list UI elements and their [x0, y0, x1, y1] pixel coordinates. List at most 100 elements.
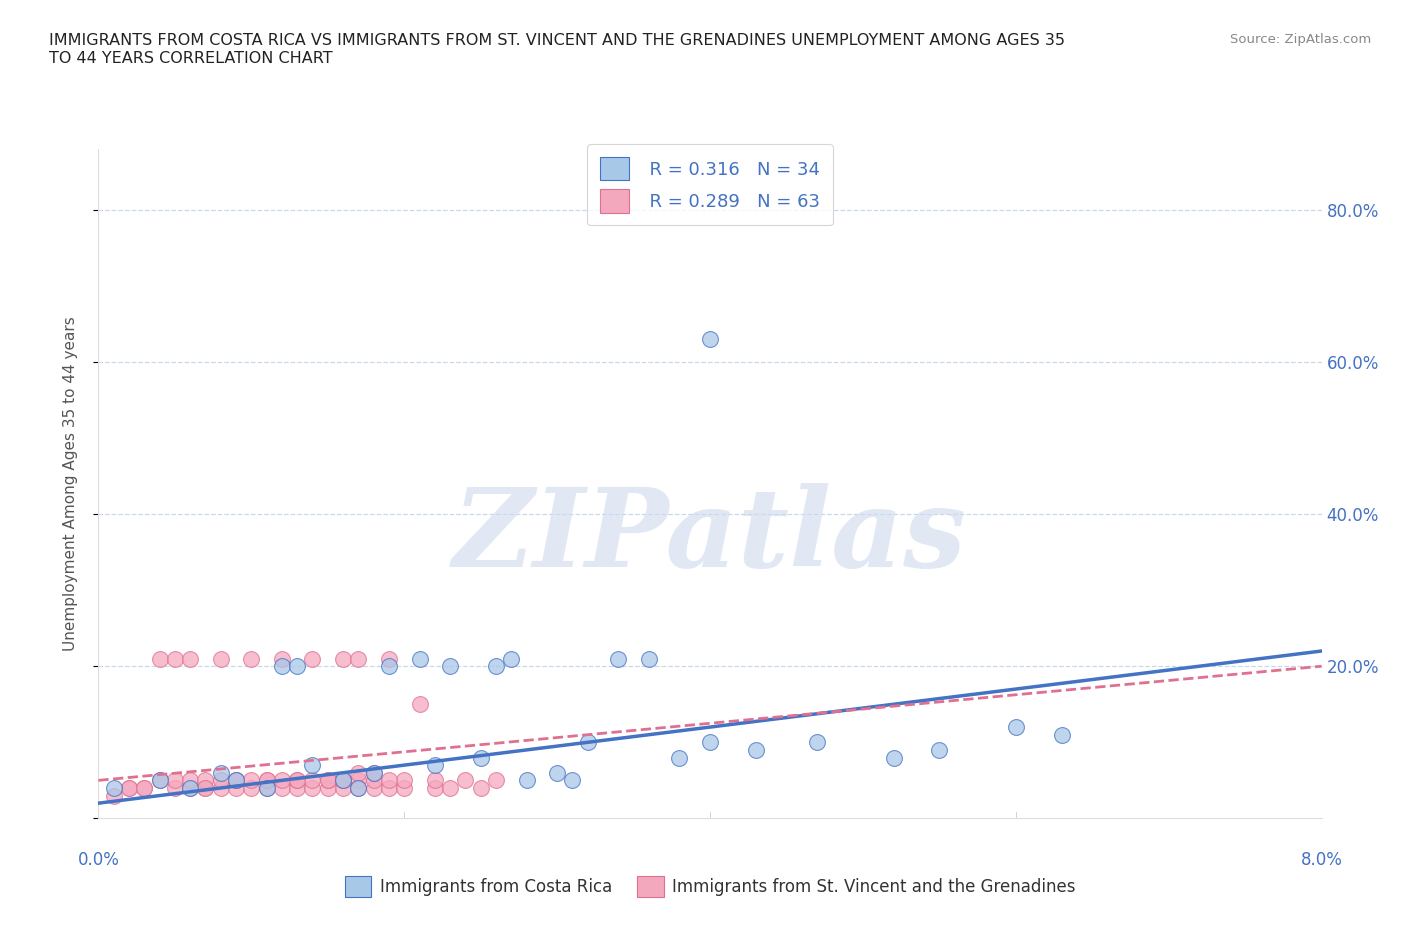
Point: [806, 735, 828, 750]
Point: [179, 780, 201, 795]
Point: [1004, 720, 1026, 735]
Point: [149, 773, 172, 788]
Point: [501, 651, 523, 666]
Point: [439, 658, 461, 673]
Point: [225, 773, 247, 788]
Point: [363, 773, 385, 788]
Point: [316, 773, 339, 788]
Point: [256, 773, 278, 788]
Point: [363, 765, 385, 780]
Point: [103, 780, 125, 795]
Point: [179, 651, 201, 666]
Point: [332, 773, 354, 788]
Point: [332, 651, 354, 666]
Point: [347, 651, 370, 666]
Point: [209, 773, 232, 788]
Point: [316, 773, 339, 788]
Text: ZIPatlas: ZIPatlas: [453, 484, 967, 591]
Point: [332, 773, 354, 788]
Text: Source: ZipAtlas.com: Source: ZipAtlas.com: [1230, 33, 1371, 46]
Point: [745, 742, 768, 757]
Point: [194, 780, 217, 795]
Point: [439, 780, 461, 795]
Point: [408, 697, 430, 711]
Point: [883, 751, 905, 765]
Point: [301, 758, 323, 773]
Point: [699, 332, 721, 347]
Point: [454, 773, 477, 788]
Point: [270, 773, 294, 788]
Y-axis label: Unemployment Among Ages 35 to 44 years: Unemployment Among Ages 35 to 44 years: [63, 316, 77, 651]
Point: [301, 780, 323, 795]
Point: [378, 658, 401, 673]
Point: [149, 651, 172, 666]
Point: [470, 780, 492, 795]
Point: [423, 758, 446, 773]
Point: [285, 773, 308, 788]
Point: [225, 780, 247, 795]
Point: [408, 651, 430, 666]
Point: [607, 651, 630, 666]
Point: [316, 780, 339, 795]
Point: [392, 773, 416, 788]
Point: [363, 765, 385, 780]
Point: [637, 651, 661, 666]
Point: [285, 773, 308, 788]
Point: [332, 780, 354, 795]
Text: 8.0%: 8.0%: [1301, 851, 1343, 870]
Point: [285, 658, 308, 673]
Legend: Immigrants from Costa Rica, Immigrants from St. Vincent and the Grenadines: Immigrants from Costa Rica, Immigrants f…: [337, 869, 1083, 904]
Point: [485, 773, 508, 788]
Point: [194, 773, 217, 788]
Point: [378, 780, 401, 795]
Text: IMMIGRANTS FROM COSTA RICA VS IMMIGRANTS FROM ST. VINCENT AND THE GRENADINES UNE: IMMIGRANTS FROM COSTA RICA VS IMMIGRANTS…: [49, 33, 1066, 47]
Point: [118, 780, 141, 795]
Point: [134, 780, 156, 795]
Point: [270, 651, 294, 666]
Point: [103, 788, 125, 803]
Point: [163, 780, 186, 795]
Point: [668, 751, 690, 765]
Point: [209, 780, 232, 795]
Point: [209, 765, 232, 780]
Point: [485, 658, 508, 673]
Point: [546, 765, 568, 780]
Point: [270, 780, 294, 795]
Point: [285, 780, 308, 795]
Point: [470, 751, 492, 765]
Point: [332, 773, 354, 788]
Text: TO 44 YEARS CORRELATION CHART: TO 44 YEARS CORRELATION CHART: [49, 51, 333, 66]
Point: [149, 773, 172, 788]
Point: [240, 773, 263, 788]
Point: [163, 773, 186, 788]
Point: [928, 742, 950, 757]
Point: [209, 651, 232, 666]
Point: [256, 780, 278, 795]
Point: [392, 780, 416, 795]
Point: [423, 773, 446, 788]
Point: [347, 780, 370, 795]
Point: [378, 773, 401, 788]
Point: [699, 735, 721, 750]
Point: [347, 773, 370, 788]
Point: [194, 780, 217, 795]
Point: [163, 651, 186, 666]
Point: [301, 773, 323, 788]
Point: [561, 773, 583, 788]
Text: 0.0%: 0.0%: [77, 851, 120, 870]
Point: [516, 773, 538, 788]
Point: [256, 773, 278, 788]
Point: [118, 780, 141, 795]
Point: [378, 651, 401, 666]
Point: [347, 765, 370, 780]
Point: [1050, 727, 1073, 742]
Point: [134, 780, 156, 795]
Point: [225, 773, 247, 788]
Point: [270, 658, 294, 673]
Point: [347, 780, 370, 795]
Point: [256, 780, 278, 795]
Point: [179, 780, 201, 795]
Point: [179, 773, 201, 788]
Point: [240, 651, 263, 666]
Point: [576, 735, 599, 750]
